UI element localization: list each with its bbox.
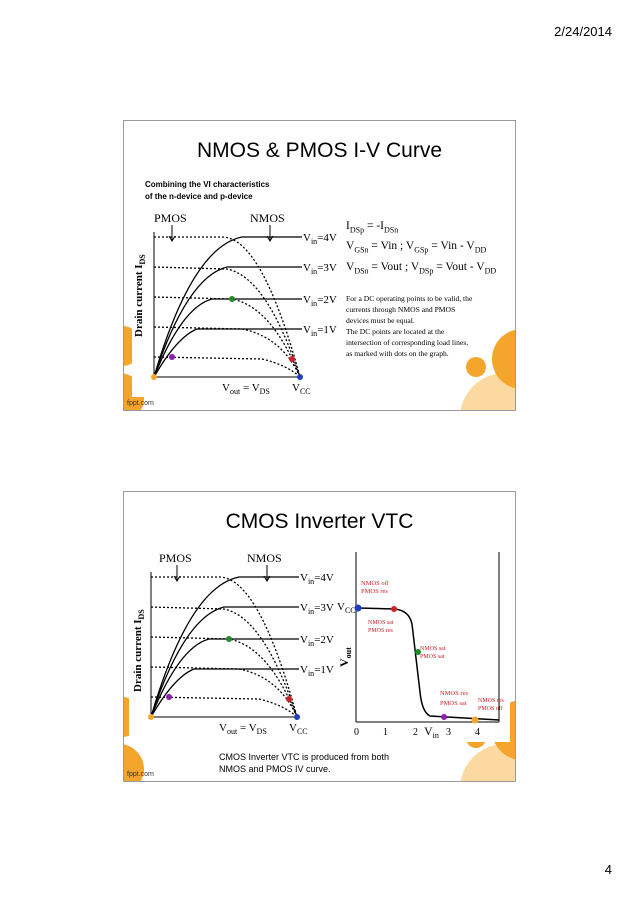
pmos-curve-3v bbox=[150, 606, 298, 718]
nmos-curve-3v bbox=[153, 266, 302, 378]
operating-point-blue bbox=[294, 714, 300, 720]
operating-point-green bbox=[226, 636, 232, 642]
pmos-curve-3v bbox=[153, 266, 301, 378]
graph-background bbox=[129, 547, 344, 737]
vin-1v-label: Vin=1V bbox=[303, 324, 337, 338]
vtc-label-pmos-off: PMOS off bbox=[478, 705, 503, 712]
vtc-graph: Vout VCC NMOS off PMOS res NMOS sat PMOS… bbox=[334, 552, 510, 742]
vtc-x-label: Vin bbox=[424, 724, 439, 740]
y-axis-label: Drain current IDS bbox=[133, 254, 147, 337]
vtc-label-pmos-res-1: PMOS res bbox=[361, 588, 388, 595]
operating-point-green bbox=[229, 296, 235, 302]
vin-1v-label: Vin=1V bbox=[300, 664, 334, 678]
slide-title: NMOS & PMOS I-V Curve bbox=[196, 139, 443, 162]
note-line: currents through NMOS and PMOS bbox=[346, 305, 456, 314]
x-axis-label: Vout = VDS bbox=[222, 382, 270, 396]
nmos-curve-1v bbox=[153, 328, 302, 378]
operating-point-orange bbox=[151, 374, 157, 380]
page-date: 2/24/2014 bbox=[554, 24, 612, 39]
nmos-curve-1v bbox=[150, 668, 299, 718]
operating-point-purple bbox=[169, 354, 175, 360]
caption-line: Combining the VI characteristics bbox=[145, 180, 270, 189]
operating-point-purple bbox=[166, 694, 172, 700]
vin-2v-label: Vin=2V bbox=[303, 294, 337, 308]
note-line: intersection of corresponding load lines… bbox=[346, 338, 469, 347]
vin-3v-label: Vin=3V bbox=[303, 262, 337, 276]
vtc-label-nmos-off: NMOS off bbox=[361, 580, 390, 587]
vtc-point-blue bbox=[354, 604, 362, 612]
caption-line: CMOS Inverter VTC is produced from both bbox=[219, 752, 390, 762]
slide-caption: Combining the VI characteristics of the … bbox=[145, 179, 269, 203]
nmos-curve-4v bbox=[150, 576, 299, 718]
vtc-curve bbox=[357, 607, 500, 721]
vtc-label-pmos-res-2: PMOS res bbox=[368, 628, 394, 634]
page-number: 4 bbox=[604, 862, 612, 877]
x-axis-label: Vout = VDS bbox=[219, 722, 267, 736]
caption-line: of the n-device and p-device bbox=[145, 192, 253, 201]
vtc-tick-4: 4 bbox=[475, 727, 480, 738]
caption-line: NMOS and PMOS IV curve. bbox=[219, 764, 331, 774]
vtc-point-purple bbox=[441, 714, 447, 720]
iv-curve-graph: PMOS NMOS Drain current IDS Vin=4V Vin=3… bbox=[129, 547, 344, 737]
note-line: The DC points are located at the bbox=[346, 327, 445, 336]
nmos-curve-2v bbox=[153, 298, 302, 378]
footer-brand: fppt.com bbox=[127, 400, 154, 407]
vin-2v-label: Vin=2V bbox=[300, 634, 334, 648]
nmos-curve-4v bbox=[153, 236, 302, 378]
vtc-tick-3: 3 bbox=[446, 727, 451, 738]
operating-point-orange bbox=[148, 714, 154, 720]
pmos-curve-0v bbox=[150, 696, 298, 718]
vtc-label-pmos-sat-2: PMOS sat bbox=[440, 700, 467, 707]
vtc-label-nmos-res-2: NMOS res bbox=[478, 698, 504, 704]
vtc-point-red bbox=[391, 606, 397, 612]
vtc-tick-1: 1 bbox=[383, 727, 388, 738]
nmos-label: NMOS bbox=[250, 211, 285, 225]
vtc-y-label: Vout bbox=[337, 647, 353, 667]
equation-line: VDSn = Vout ; VDSp = Vout - VDD bbox=[346, 260, 497, 275]
vtc-label-pmos-sat-1: PMOS sat bbox=[420, 654, 445, 660]
current-equations: IDSp = -IDSn VGSn = Vin ; VGSp = Vin - V… bbox=[346, 218, 496, 279]
vtc-label-nmos-sat-2: NMOS sat bbox=[420, 646, 446, 652]
vtc-label-nmos-res-1: NMOS res bbox=[440, 690, 468, 697]
slide-cmos-inverter-vtc: CMOS Inverter VTC PMOS NMOS Drain curren… bbox=[123, 491, 516, 782]
footer-brand: fppt.com bbox=[127, 771, 154, 778]
nmos-label: NMOS bbox=[247, 551, 282, 565]
iv-curve-graph: PMOS NMOS Drain current IDS Vin=4V Vin=3… bbox=[132, 207, 347, 397]
note-line: devices must be equal. bbox=[346, 316, 415, 325]
vtc-tick-0: 0 bbox=[354, 727, 359, 738]
vtc-point-orange bbox=[471, 716, 479, 724]
operating-point-blue bbox=[297, 374, 303, 380]
decor-bubble bbox=[466, 357, 486, 377]
y-axis-label: Drain current IDS bbox=[132, 609, 146, 692]
vin-4v-label: Vin=4V bbox=[300, 572, 334, 586]
graph-background bbox=[132, 207, 347, 397]
vtc-point-green bbox=[415, 649, 421, 655]
vcc-label: VCC bbox=[289, 722, 308, 736]
vcc-label: VCC bbox=[292, 382, 311, 396]
equation-line: IDSp = -IDSn bbox=[346, 220, 399, 235]
vtc-label-nmos-sat-1: NMOS sat bbox=[368, 620, 394, 626]
slide-nmos-pmos-iv: NMOS & PMOS I-V Curve Combining the VI c… bbox=[123, 120, 516, 411]
vtc-vcc-label: VCC bbox=[337, 601, 356, 615]
operating-point-red bbox=[286, 696, 292, 702]
vtc-background bbox=[334, 552, 510, 742]
decor-bubble bbox=[492, 329, 515, 389]
nmos-curve-3v bbox=[150, 606, 299, 718]
pmos-label: PMOS bbox=[154, 211, 187, 225]
vin-3v-label: Vin=3V bbox=[300, 602, 334, 616]
operating-point-red bbox=[289, 356, 295, 362]
vin-4v-label: Vin=4V bbox=[303, 232, 337, 246]
pmos-curve-0v bbox=[153, 356, 301, 378]
operating-point-note: For a DC operating points to be valid, t… bbox=[346, 293, 511, 359]
note-line: For a DC operating points to be valid, t… bbox=[346, 294, 473, 303]
vtc-caption: CMOS Inverter VTC is produced from both … bbox=[219, 751, 389, 775]
pmos-label: PMOS bbox=[159, 551, 192, 565]
decor-bubble bbox=[124, 744, 144, 781]
slide-title: CMOS Inverter VTC bbox=[225, 510, 414, 533]
vtc-tick-2: 2 bbox=[413, 727, 418, 738]
note-line: as marked with dots on the graph. bbox=[346, 349, 449, 358]
nmos-curve-2v bbox=[150, 638, 299, 718]
equation-line: VGSn = Vin ; VGSp = Vin - VDD bbox=[346, 240, 487, 255]
